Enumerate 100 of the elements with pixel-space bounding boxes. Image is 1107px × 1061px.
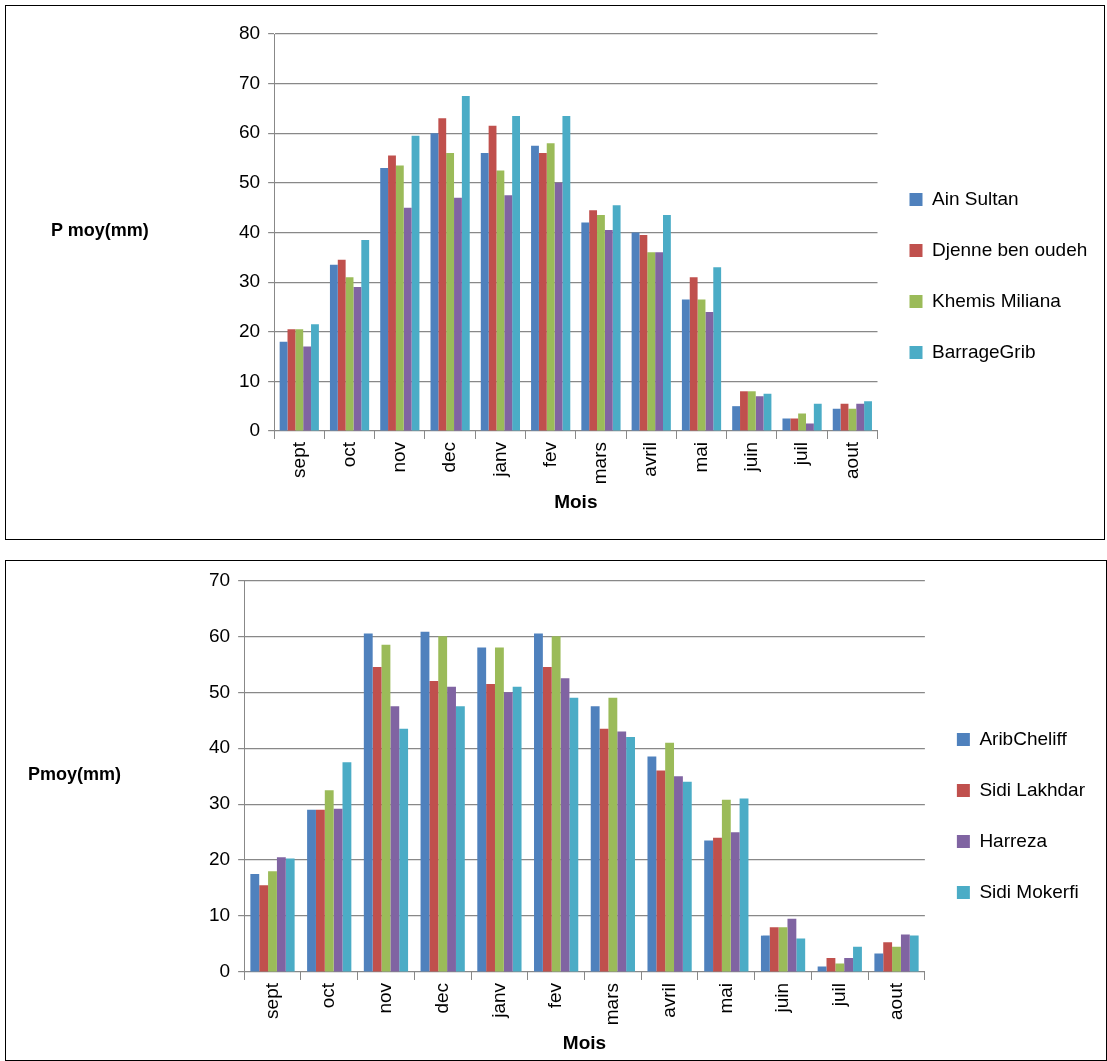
y-tick-label: 80 (238, 22, 261, 44)
bar (361, 239, 370, 431)
x-axis-title: Mois (554, 490, 598, 512)
y-tick-label: 30 (208, 792, 231, 814)
bar (730, 832, 740, 972)
bar (388, 155, 396, 431)
bar (769, 927, 779, 972)
bar (534, 633, 543, 972)
bar (844, 957, 854, 972)
bar (315, 809, 325, 972)
y-tick-label: 60 (208, 624, 231, 646)
bar (647, 756, 657, 972)
bar (747, 391, 756, 431)
y-tick-label: 40 (238, 220, 261, 242)
bar (760, 935, 770, 972)
legend-label: BarrageGrib (932, 340, 1036, 362)
bar (494, 647, 504, 972)
bar (883, 942, 893, 972)
bar (705, 311, 714, 431)
bar (853, 946, 862, 972)
bar (892, 946, 901, 972)
bar (538, 153, 547, 431)
x-tick-label: aout (884, 982, 906, 1020)
bar (512, 115, 521, 431)
x-tick-label: aout (840, 441, 862, 479)
bar (504, 195, 513, 431)
x-tick-label: avril (639, 441, 661, 477)
bar (626, 737, 635, 972)
bar (704, 840, 714, 972)
bar (599, 728, 609, 972)
x-tick-label: juin (771, 982, 793, 1014)
bar (909, 935, 919, 972)
x-tick-label: oct (337, 441, 359, 468)
bar (285, 858, 295, 972)
y-tick-label: 40 (208, 736, 231, 758)
bar (276, 857, 286, 972)
bar (531, 145, 539, 431)
bar (311, 324, 319, 431)
bar (307, 809, 316, 972)
x-tick-label: juin (740, 441, 762, 473)
y-tick-label: 70 (238, 71, 261, 93)
bar (512, 686, 522, 972)
bar (477, 647, 487, 972)
y-tick-label: 70 (208, 568, 231, 590)
bar (864, 401, 872, 431)
x-tick-label: dec (438, 441, 460, 473)
bar (790, 418, 799, 431)
bar (639, 234, 648, 431)
bar (665, 742, 675, 972)
legend-label: Harreza (979, 829, 1048, 851)
bar (259, 885, 269, 972)
bar (438, 118, 447, 431)
x-tick-label: fev (544, 982, 566, 1009)
bar (739, 798, 749, 972)
x-tick-label: mai (689, 441, 711, 473)
bar (848, 408, 857, 431)
y-tick-label: 60 (238, 121, 261, 143)
bar (813, 403, 822, 431)
bar (503, 692, 513, 972)
y-tick-label: 0 (219, 960, 231, 982)
bar (279, 341, 288, 431)
bar (874, 953, 884, 972)
bar (454, 197, 462, 431)
x-tick-label: oct (317, 982, 339, 1009)
bar (796, 938, 806, 972)
y-tick-label: 30 (238, 270, 261, 292)
bar (832, 408, 841, 431)
bar (682, 781, 692, 972)
bar (560, 678, 570, 972)
legend-label: Khemis Miliana (932, 289, 1062, 311)
bar (542, 667, 552, 972)
y-tick-label: 50 (238, 171, 261, 193)
bar (612, 205, 621, 431)
y-tick-label: 20 (208, 848, 231, 870)
bar (399, 728, 409, 972)
legend-label: Djenne ben oudeh (932, 238, 1088, 260)
bar (656, 770, 666, 972)
bar (461, 96, 470, 431)
bar (663, 215, 671, 431)
bar (713, 267, 722, 431)
bar (372, 667, 382, 972)
bar (787, 918, 797, 972)
y-tick-label: 10 (208, 904, 231, 926)
x-axis-title: Mois (562, 1031, 607, 1053)
bar (755, 396, 764, 431)
bar (486, 683, 495, 972)
bar (546, 143, 555, 431)
bar (342, 762, 352, 972)
bar (250, 874, 260, 972)
bar (655, 252, 663, 431)
bar (617, 731, 627, 972)
legend-label: Ain Sultan (932, 187, 1019, 209)
bar (778, 927, 788, 972)
bar (363, 633, 373, 972)
x-tick-label: sept (287, 441, 309, 478)
x-tick-label: janv (488, 441, 510, 478)
bar (721, 799, 731, 972)
bar (329, 264, 338, 431)
bar (900, 934, 910, 972)
bar (732, 406, 741, 431)
